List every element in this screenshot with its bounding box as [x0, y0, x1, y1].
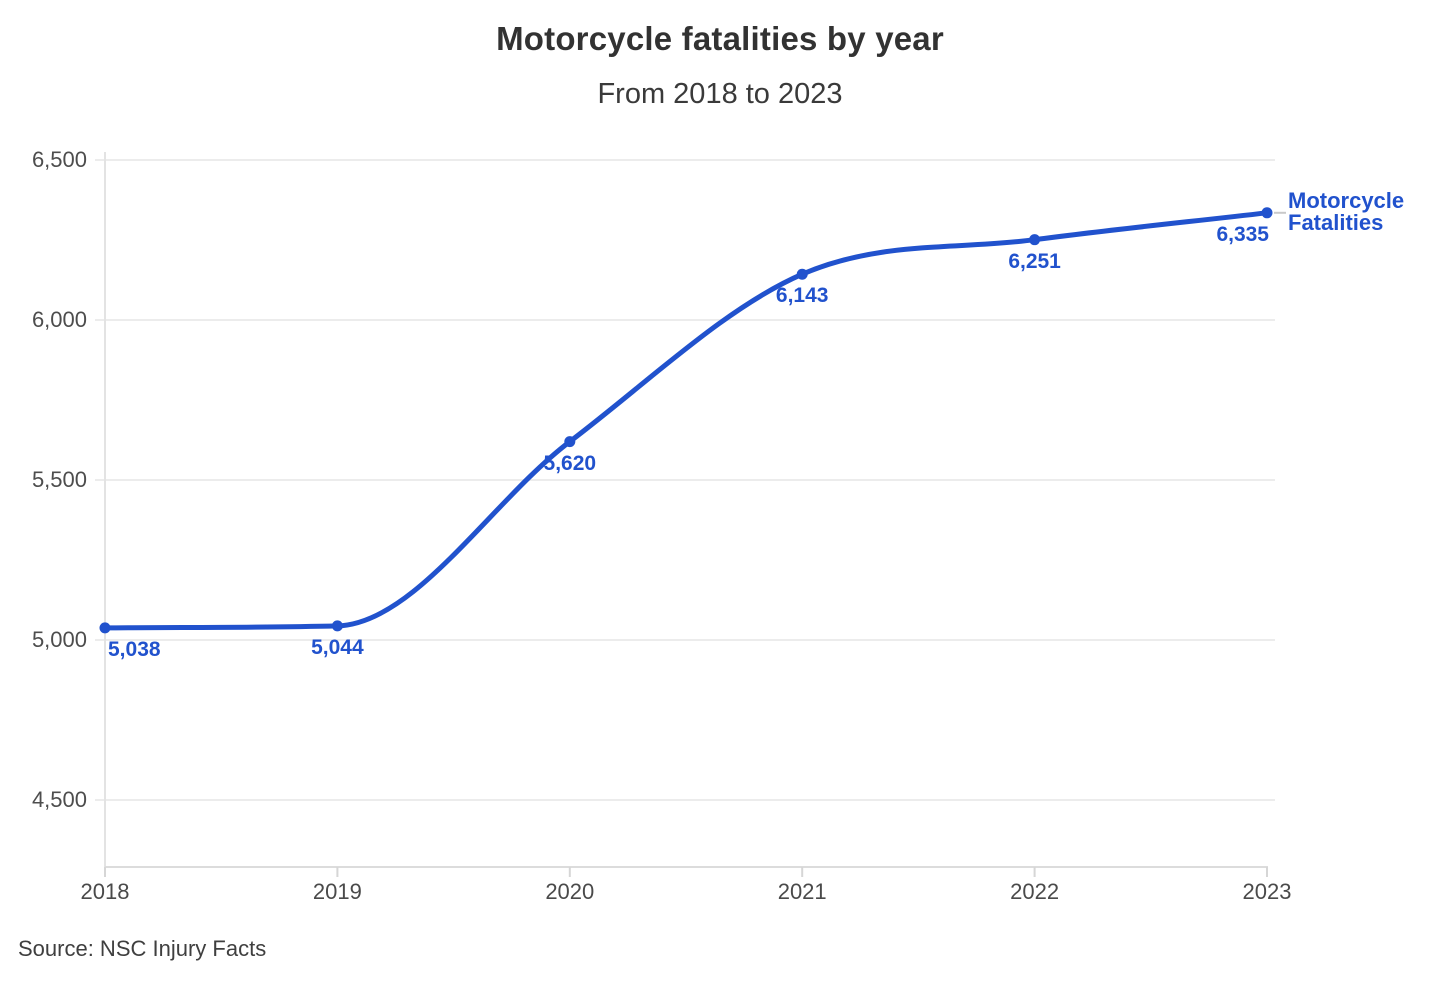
data-point-label: 6,335 [1216, 222, 1269, 246]
data-point-label: 6,143 [775, 284, 829, 308]
x-tick-label: 2023 [1242, 879, 1292, 904]
x-tick-label: 2021 [777, 879, 827, 904]
x-tick-label: 2018 [80, 879, 130, 904]
data-point [331, 620, 343, 632]
x-tick-label: 2022 [1010, 879, 1060, 904]
data-point [564, 436, 576, 448]
x-tick-label: 2020 [545, 879, 595, 904]
chart-title: Motorcycle fatalities by year [496, 20, 944, 57]
series-line [102, 210, 1270, 631]
x-tick-label: 2019 [312, 879, 362, 904]
y-tick-label: 6,000 [31, 307, 87, 332]
source-note: Source: NSC Injury Facts [18, 936, 267, 961]
data-point [796, 268, 808, 280]
data-point-label: 6,251 [1008, 249, 1061, 273]
data-point-label: 5,038 [108, 637, 161, 661]
data-point [1029, 234, 1041, 246]
y-tick-label: 6,500 [31, 147, 87, 172]
y-tick-label: 5,500 [31, 467, 87, 492]
data-point [99, 622, 111, 634]
series-legend-label: Motorcycle Fatalities [1288, 188, 1405, 235]
y-tick-label: 4,500 [31, 787, 87, 812]
chart-subtitle: From 2018 to 2023 [597, 78, 843, 110]
data-point-label: 5,044 [311, 635, 364, 659]
y-tick-label: 5,000 [31, 627, 87, 652]
data-point-label: 5,620 [543, 451, 597, 475]
data-point [1261, 207, 1273, 219]
